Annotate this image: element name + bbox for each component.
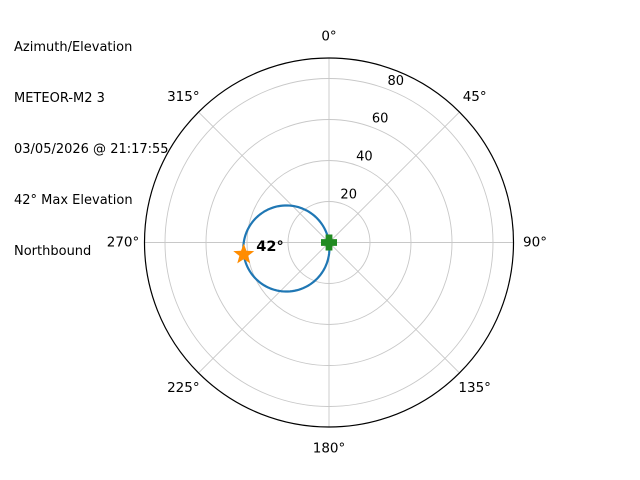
azimuth-tick-label: 225° — [167, 380, 200, 396]
pass-direction: Northbound — [14, 244, 92, 259]
max-elevation-annotation: 42° — [256, 239, 283, 255]
azimuth-spoke — [328, 111, 460, 243]
elevation-tick-label: 40 — [356, 150, 373, 165]
max-elevation-line: 42° Max Elevation — [14, 193, 133, 208]
chart-title: Azimuth/Elevation — [14, 40, 133, 55]
azimuth-tick-label: 315° — [167, 89, 200, 105]
azimuth-tick-label: 0° — [321, 29, 336, 45]
elevation-tick-label: 20 — [340, 187, 357, 202]
pass-timestamp: 03/05/2026 @ 21:17:55 — [14, 142, 169, 157]
chart-header: Azimuth/Elevation METEOR-M2 3 03/05/2026… — [14, 5, 169, 294]
azimuth-tick-label: 90° — [523, 235, 547, 251]
azimuth-spoke — [198, 111, 330, 243]
azimuth-tick-label: 45° — [463, 89, 487, 105]
azimuth-spoke — [198, 242, 330, 374]
satellite-name: METEOR-M2 3 — [14, 91, 105, 106]
max-elevation-marker — [233, 243, 255, 264]
pass-start-marker — [321, 234, 337, 251]
azimuth-tick-label: 180° — [313, 441, 346, 457]
elevation-tick-label: 80 — [388, 74, 405, 89]
azimuth-spoke — [328, 242, 460, 374]
azimuth-tick-label: 270° — [107, 235, 140, 251]
polar-outline — [143, 57, 515, 428]
elevation-tick-label: 60 — [372, 112, 389, 127]
azimuth-tick-label: 135° — [458, 380, 491, 396]
